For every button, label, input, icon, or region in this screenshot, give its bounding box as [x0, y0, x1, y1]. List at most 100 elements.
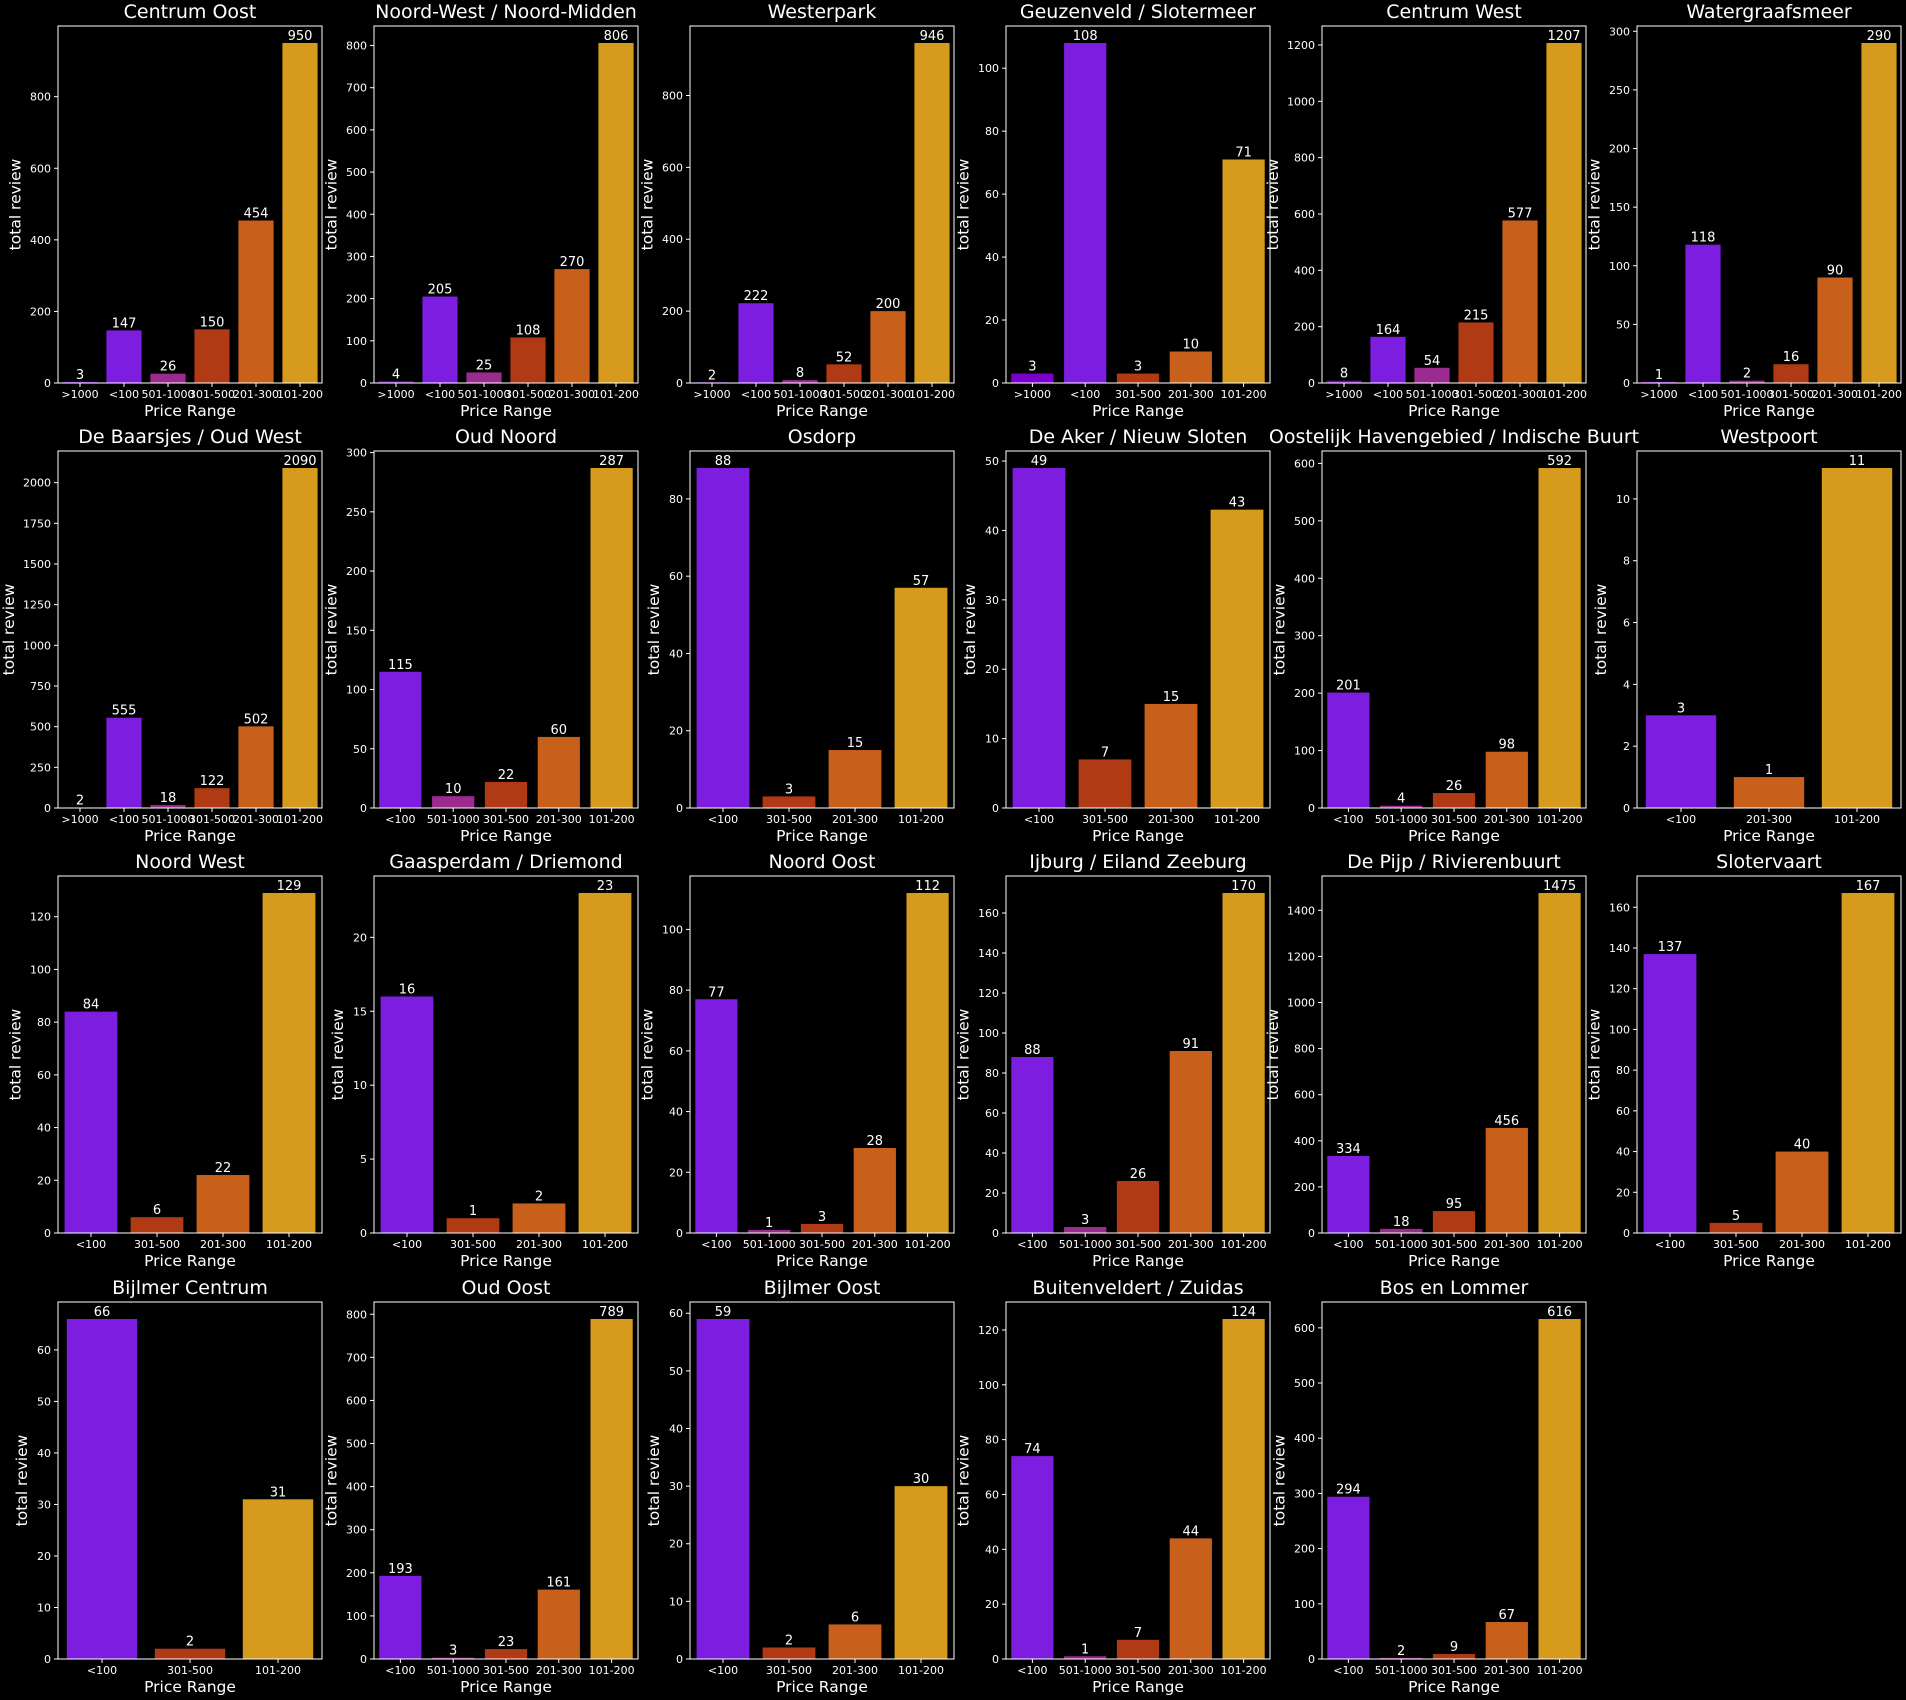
bar	[696, 1319, 750, 1659]
chart-panel-10: Oostelijk Havengebied / Indische Buurt 0 1…	[1269, 426, 1639, 845]
bar	[1458, 322, 1494, 383]
bar	[484, 781, 528, 808]
y-tick-label: 40	[669, 1106, 683, 1119]
y-tick-label: 0	[1623, 1227, 1630, 1240]
chart-title: Noord-West / Noord-Midden	[375, 1, 637, 23]
x-tick-label: 101-200	[905, 1238, 951, 1251]
bar-value-label: 8	[1340, 367, 1348, 382]
y-tick-label: 600	[346, 124, 367, 137]
bar	[828, 750, 882, 808]
bar	[590, 468, 633, 808]
plot-frame	[689, 1301, 955, 1660]
x-axis-label: Price Range	[144, 827, 236, 845]
bar-value-label: 16	[1783, 350, 1800, 365]
x-tick-label: 501-1000	[427, 1664, 480, 1677]
bar	[1485, 751, 1528, 808]
bar-value-label: 30	[913, 1472, 930, 1487]
chart-panel-3: Geuzenveld / Slotermeer 0 20 40 60 80 100 3 >100…	[955, 1, 1271, 420]
plot-frame	[1321, 450, 1587, 809]
bar	[466, 372, 502, 383]
bar-value-label: 150	[200, 315, 225, 330]
x-axis-label: Price Range	[460, 402, 552, 420]
bar-value-label: 115	[388, 658, 413, 673]
y-tick-label: 0	[992, 377, 999, 390]
y-tick-label: 500	[1294, 515, 1315, 528]
x-tick-label: 101-200	[582, 1238, 628, 1251]
y-tick-label: 200	[1609, 143, 1630, 156]
y-tick-label: 60	[985, 1107, 999, 1120]
bar	[422, 296, 458, 383]
bar	[1432, 1654, 1476, 1659]
x-tick-label: 201-300	[832, 1664, 878, 1677]
y-axis-label: total review	[1592, 583, 1610, 675]
bar-value-label: 167	[1856, 879, 1881, 894]
x-tick-label: <100	[392, 1238, 422, 1251]
x-tick-label: >1000	[61, 813, 98, 826]
x-axis-label: Price Range	[1408, 1678, 1500, 1696]
y-tick-label: 40	[1616, 1146, 1630, 1159]
bar	[154, 1648, 226, 1659]
x-tick-label: 201-300	[1779, 1238, 1825, 1251]
bar	[1064, 43, 1107, 383]
y-tick-label: 400	[1294, 264, 1315, 277]
x-tick-label: 101-200	[1537, 813, 1583, 826]
y-tick-label: 100	[1609, 1023, 1630, 1036]
plot-frame	[1636, 25, 1902, 384]
x-tick-label: 101-200	[1541, 388, 1587, 401]
y-tick-label: 100	[662, 923, 683, 936]
x-tick-label: 101-200	[255, 1664, 301, 1677]
y-tick-label: 40	[985, 1147, 999, 1160]
y-tick-label: 120	[978, 1324, 999, 1337]
bar	[782, 380, 818, 383]
x-tick-label: 201-300	[865, 388, 911, 401]
x-tick-label: 201-300	[516, 1238, 562, 1251]
y-tick-label: 0	[1308, 1653, 1315, 1666]
y-tick-label: 1400	[1287, 904, 1315, 917]
bar-value-label: 290	[1867, 29, 1892, 44]
x-tick-label: 101-200	[589, 813, 635, 826]
y-tick-label: 120	[30, 911, 51, 924]
y-tick-label: 200	[1294, 687, 1315, 700]
x-tick-label: <100	[109, 388, 139, 401]
y-tick-label: 200	[662, 305, 683, 318]
y-axis-label: total review	[7, 1008, 25, 1100]
x-axis-label: Price Range	[1723, 827, 1815, 845]
bar	[1432, 1211, 1476, 1233]
y-tick-label: 300	[346, 1524, 367, 1537]
x-tick-label: 101-200	[1856, 388, 1902, 401]
bar	[1380, 805, 1423, 808]
y-tick-label: 700	[346, 82, 367, 95]
y-tick-label: 2	[1623, 740, 1630, 753]
bar-value-label: 118	[1691, 231, 1716, 246]
bar	[1546, 43, 1582, 383]
y-tick-label: 40	[669, 647, 683, 660]
x-tick-label: 101-200	[1537, 1238, 1583, 1251]
x-tick-label: 301-500	[1115, 1664, 1161, 1677]
bar-value-label: 3	[1081, 1213, 1089, 1228]
y-tick-label: 600	[346, 1394, 367, 1407]
y-tick-label: 600	[1294, 1322, 1315, 1335]
y-tick-label: 400	[346, 208, 367, 221]
bar	[1011, 373, 1054, 383]
bar	[1502, 220, 1538, 383]
y-tick-label: 20	[1616, 1186, 1630, 1199]
chart-panel-16: De Pijp / Rivierenbuurt 0 200 400 600 800 1000…	[1264, 851, 1587, 1270]
x-tick-label: 101-200	[1845, 1238, 1891, 1251]
y-tick-label: 20	[985, 1598, 999, 1611]
x-tick-label: <100	[708, 813, 738, 826]
y-axis-label: total review	[1271, 1434, 1289, 1526]
bar-value-label: 201	[1336, 679, 1361, 694]
plot-frame	[57, 450, 323, 809]
bar-value-label: 77	[708, 985, 725, 1000]
y-tick-label: 800	[30, 91, 51, 104]
chart-title: Bos en Lommer	[1380, 1277, 1529, 1299]
x-tick-label: 201-300	[1148, 813, 1194, 826]
bar-value-label: 9	[1450, 1640, 1458, 1655]
x-tick-label: 301-500	[1115, 388, 1161, 401]
chart-panel-0: Centrum Oost 0 200 400 600 800 3 >1000 147 <100 26…	[7, 1, 323, 420]
bar-value-label: 108	[1073, 29, 1098, 44]
bar-value-label: 122	[200, 774, 225, 789]
plot-frame	[1321, 875, 1587, 1234]
bar-value-label: 52	[836, 350, 853, 365]
bar	[1380, 1228, 1423, 1233]
